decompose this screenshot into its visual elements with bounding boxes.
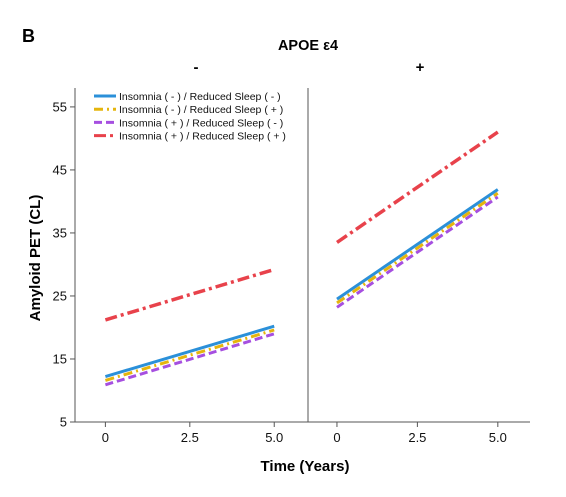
x-axis-label: Time (Years) bbox=[261, 458, 350, 475]
panel-title-left: - bbox=[194, 59, 199, 76]
y-axis-label: Amyloid PET (CL) bbox=[27, 195, 44, 322]
panel-label: B bbox=[22, 26, 35, 46]
facet-title: APOE ε4 bbox=[278, 38, 338, 54]
series-line-2 bbox=[336, 191, 499, 305]
y-tick-label: 5 bbox=[60, 415, 67, 430]
y-tick-label: 35 bbox=[53, 225, 67, 240]
series-line-4 bbox=[336, 130, 499, 244]
series-line-2 bbox=[104, 328, 275, 382]
series-line-1 bbox=[104, 324, 275, 379]
series-line-3 bbox=[104, 332, 275, 387]
y-tick-label: 15 bbox=[53, 351, 67, 366]
series-line-1 bbox=[336, 188, 499, 301]
legend: Insomnia ( - ) / Reduced Sleep ( - )Inso… bbox=[94, 91, 286, 143]
legend-entry: Insomnia ( + ) / Reduced Sleep ( + ) bbox=[119, 131, 286, 143]
y-tick-label: 45 bbox=[53, 162, 67, 177]
x-tick-label: 2.5 bbox=[408, 430, 426, 445]
panel-title-right: + bbox=[416, 59, 425, 76]
x-tick-label: 2.5 bbox=[181, 430, 199, 445]
legend-entry: Insomnia ( - ) / Reduced Sleep ( + ) bbox=[119, 104, 283, 116]
x-tick-label: 5.0 bbox=[265, 430, 283, 445]
series-line-4 bbox=[104, 267, 275, 322]
legend-entry: Insomnia ( + ) / Reduced Sleep ( - ) bbox=[119, 117, 283, 129]
x-tick-label: 5.0 bbox=[489, 430, 507, 445]
x-tick-label: 0 bbox=[333, 430, 340, 445]
y-tick-label: 25 bbox=[53, 288, 67, 303]
series-line-3 bbox=[336, 195, 499, 309]
legend-entry: Insomnia ( - ) / Reduced Sleep ( - ) bbox=[119, 91, 281, 103]
plot-area: 5 15 25 35 45 55 0 2.5 5.0 0 2.5 5.0 bbox=[53, 88, 530, 445]
y-tick-label: 55 bbox=[53, 99, 67, 114]
x-tick-label: 0 bbox=[102, 430, 109, 445]
